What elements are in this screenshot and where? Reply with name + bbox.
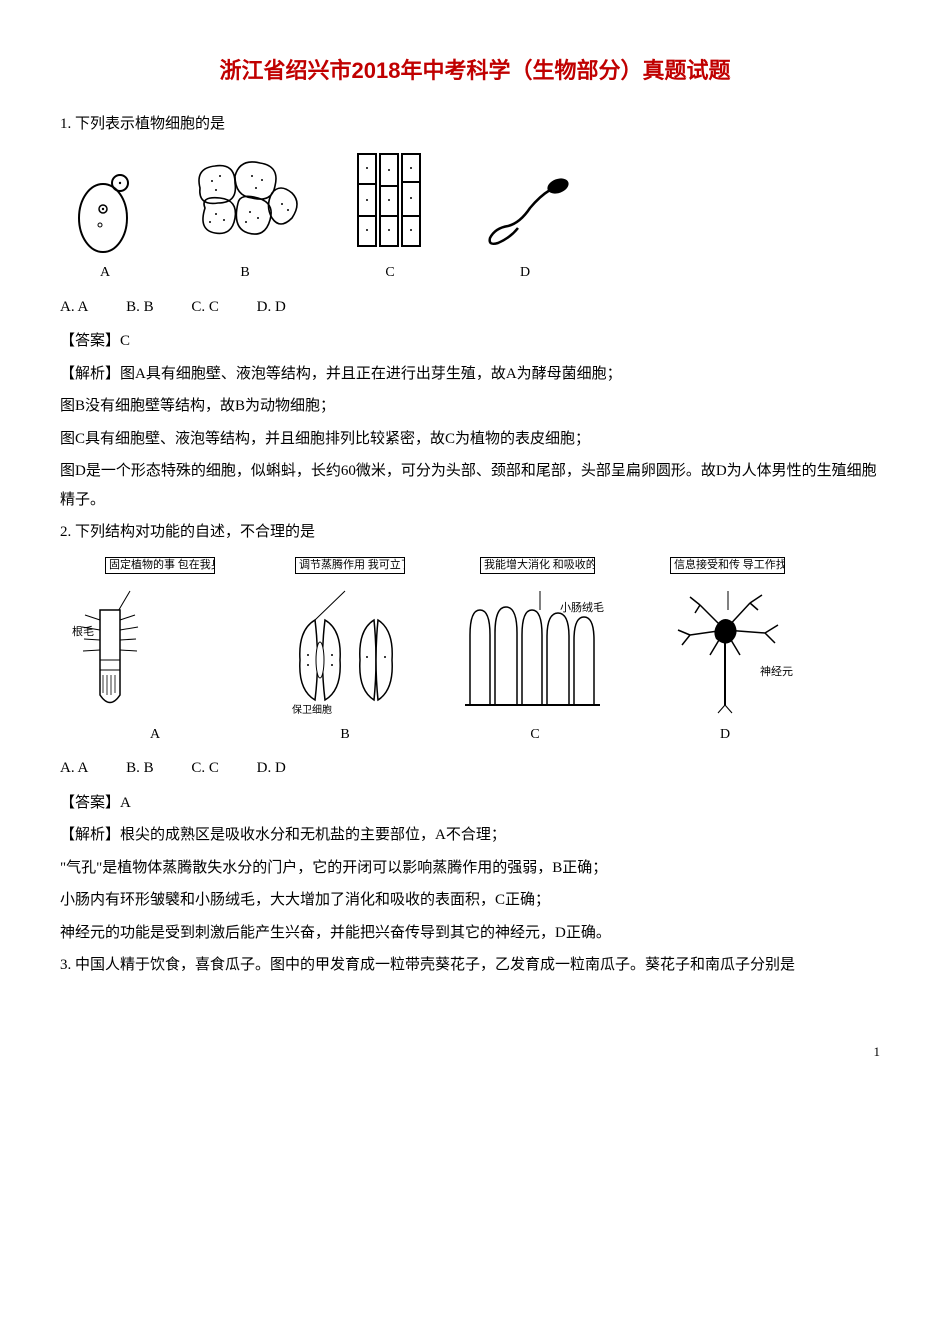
q1-label-a: A [70,260,140,287]
q2-opt-a: A. A [60,754,88,783]
q1-analysis-1: 图B没有细胞壁等结构，故B为动物细胞； [60,392,890,421]
q1-opt-c: C. C [191,293,219,322]
q2-side-a: 根毛 [72,624,94,638]
q2-fig-d: 信息接受和传 导工作找来救 神经元 D [640,555,810,749]
q2-analysis-label: 【解析】 [60,827,120,843]
q2-analysis-0: 根尖的成熟区是吸收水分和无机盐的主要部位，A不合理； [120,827,506,843]
q1-fig-c: C [350,148,430,287]
q2-figures: 固定植物的事 包在我身上了 根毛 A 调节蒸腾作用 我可立了大功 [60,555,890,749]
q1-opt-a: A. A [60,293,88,322]
q1-fig-b: B [180,148,310,287]
q1-analysis-3: 图D是一个形态特殊的细胞，似蝌蚪，长约60微米，可分为头部、颈部和尾部，头部呈扁… [60,457,890,514]
q1-analysis-line0: 【解析】图A具有细胞壁、液泡等结构，并且正在进行出芽生殖，故A为酵母菌细胞； [60,360,890,389]
q2-fig-b: 调节蒸腾作用 我可立了大功 保卫细胞 B [260,555,430,749]
q2-fig-c: 我能增大消化 和吸收的面积 小肠绒毛 C [450,555,620,749]
q1-answer-label: 【答案】 [60,333,120,349]
q2-fig-a: 固定植物的事 包在我身上了 根毛 A [70,555,240,749]
exam-title: 浙江省绍兴市2018年中考科学（生物部分）真题试题 [60,50,890,92]
q1-opt-d: D. D [257,293,286,322]
q2-caption-b: 调节蒸腾作用 我可立了大功 [295,557,405,574]
q2-caption-c: 我能增大消化 和吸收的面积 [480,557,595,574]
q2-caption-d: 信息接受和传 导工作找来救 [670,557,785,574]
q1-options: A. A B. B C. C D. D [60,293,890,322]
q1-opt-b: B. B [126,293,154,322]
q1-label-d: D [470,260,580,287]
q1-answer: 【答案】C [60,327,890,356]
q1-fig-a: A [70,163,140,287]
q1-analysis-0: 图A具有细胞壁、液泡等结构，并且正在进行出芽生殖，故A为酵母菌细胞； [120,366,622,382]
q2-side-c: 小肠绒毛 [560,601,604,614]
q2-opt-b: B. B [126,754,154,783]
q1-analysis-label: 【解析】 [60,366,120,382]
q2-label-c: C [450,722,620,749]
q1-label-b: B [180,260,310,287]
q2-caption-a: 固定植物的事 包在我身上了 [105,557,215,574]
q1-answer-value: C [120,333,130,349]
q2-opt-d: D. D [257,754,286,783]
q1-fig-d: D [470,168,580,287]
q1-label-c: C [350,260,430,287]
q2-analysis-3: 神经元的功能是受到刺激后能产生兴奋，并能把兴奋传导到其它的神经元，D正确。 [60,919,890,948]
q2-label-d: D [640,722,810,749]
q2-stem: 2. 下列结构对功能的自述，不合理的是 [60,518,890,547]
q3-stem: 3. 中国人精于饮食，喜食瓜子。图中的甲发育成一粒带壳葵花子，乙发育成一粒南瓜子… [60,951,890,980]
q1-figures: A B [60,148,890,287]
q2-analysis-line0: 【解析】根尖的成熟区是吸收水分和无机盐的主要部位，A不合理； [60,821,890,850]
q2-opt-c: C. C [191,754,219,783]
q2-analysis-2: 小肠内有环形皱襞和小肠绒毛，大大增加了消化和吸收的表面积，C正确； [60,886,890,915]
q2-answer-value: A [120,795,131,811]
page-number: 1 [60,1040,890,1065]
q2-analysis-1: "气孔"是植物体蒸腾散失水分的门户，它的开闭可以影响蒸腾作用的强弱，B正确； [60,854,890,883]
q2-side-b: 保卫细胞 [292,703,332,716]
q1-stem: 1. 下列表示植物细胞的是 [60,110,890,139]
q2-side-d: 神经元 [760,664,793,678]
q2-answer: 【答案】A [60,789,890,818]
q2-label-a: A [70,722,240,749]
q2-answer-label: 【答案】 [60,795,120,811]
q2-options: A. A B. B C. C D. D [60,754,890,783]
q2-label-b: B [260,722,430,749]
q1-analysis-2: 图C具有细胞壁、液泡等结构，并且细胞排列比较紧密，故C为植物的表皮细胞； [60,425,890,454]
